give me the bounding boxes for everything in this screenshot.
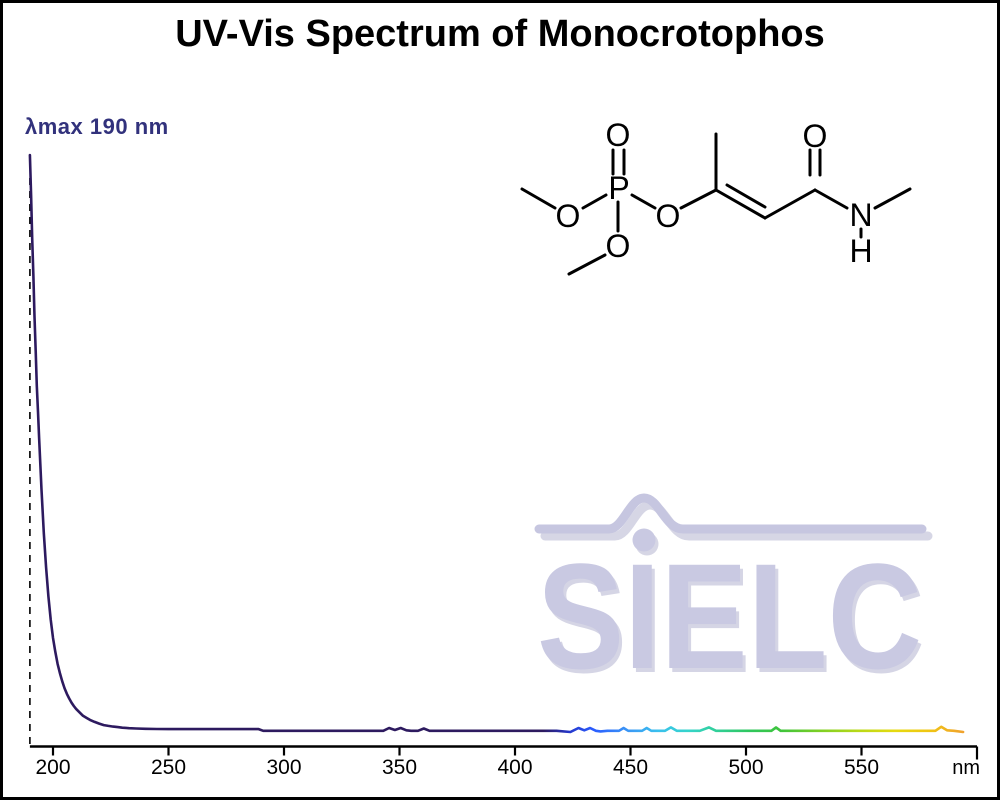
- axis-tick-label: 400: [497, 756, 532, 779]
- bond-p-o-left: [581, 193, 608, 210]
- axis-tick-label: 350: [382, 756, 417, 779]
- bond-carbonylc-n: [813, 188, 849, 210]
- axis-tick-label: 250: [151, 756, 186, 779]
- x-axis-unit-label: nm: [952, 757, 980, 779]
- bond-ch-carbonylc: [763, 188, 817, 220]
- atom-o-top: O: [606, 117, 631, 153]
- atom-h: H: [849, 233, 872, 269]
- logo-i-dot: [632, 528, 656, 552]
- spectrum-plot: 200 250 300 350 400 450 500 550 nm: [28, 153, 980, 779]
- axis-tick-label: 450: [613, 756, 648, 779]
- axis-tick-label: 500: [728, 756, 763, 779]
- bond-p-o-ester: [630, 193, 657, 210]
- page-title: UV-Vis Spectrum of Monocrotophos: [175, 13, 825, 55]
- bond-c-double-c-2: [725, 183, 767, 209]
- bond-o-ester-vinylc: [679, 188, 718, 210]
- atom-o-bottom: O: [606, 228, 631, 264]
- logo-text-shadow: SIELC: [540, 536, 925, 683]
- axis-tick-label: 300: [266, 756, 301, 779]
- axis-tick-label: 200: [35, 756, 70, 779]
- molecule-structure: O P O O O O N H: [520, 117, 912, 276]
- bond-o-bottom-methyl: [567, 253, 607, 276]
- atom-o-left: O: [556, 198, 581, 234]
- bond-c-double-c-1: [714, 188, 767, 220]
- absorbance-curve: [28, 153, 965, 734]
- sielc-watermark-logo: SIELC SIELC: [534, 493, 933, 683]
- atom-n: N: [849, 197, 872, 233]
- lambda-max-annotation: λmax 190 nm: [25, 114, 169, 139]
- axis-tick-label: 550: [844, 756, 879, 779]
- logo-text: SIELC: [537, 532, 922, 683]
- bond-o-left-methyl: [520, 187, 557, 210]
- molecule-bonds: [520, 132, 912, 276]
- atom-p: P: [608, 170, 629, 206]
- x-axis-ticks: 200 250 300 350 400 450 500 550: [35, 746, 979, 779]
- molecule-atoms: O P O O O O N H: [556, 117, 873, 269]
- atom-o-ester: O: [656, 198, 681, 234]
- bond-n-methyl: [873, 187, 912, 210]
- logo-peak-line: [534, 493, 927, 534]
- atom-o-carbonyl: O: [803, 118, 828, 154]
